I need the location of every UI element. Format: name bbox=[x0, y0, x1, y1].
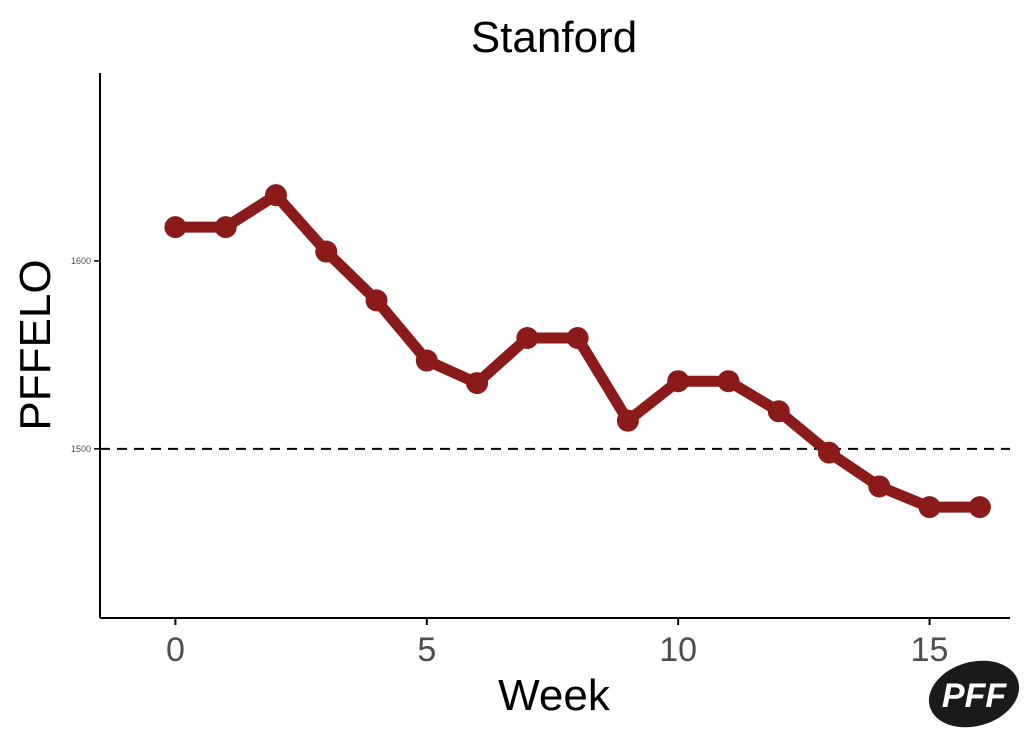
data-point bbox=[164, 216, 187, 239]
data-point bbox=[315, 240, 338, 263]
data-point bbox=[918, 496, 941, 519]
data-point bbox=[516, 326, 539, 349]
x-tick-label: 15 bbox=[911, 631, 949, 669]
data-point bbox=[868, 475, 891, 498]
y-tick-label: 1600 bbox=[71, 256, 91, 266]
data-point bbox=[767, 400, 790, 423]
y-tick-label: 1500 bbox=[71, 444, 91, 454]
pff-logo-icon: PFF bbox=[928, 660, 1020, 728]
data-point bbox=[717, 370, 740, 393]
data-point bbox=[818, 441, 841, 464]
x-tick-label: 10 bbox=[659, 631, 697, 669]
x-axis-title: Week bbox=[498, 671, 611, 720]
data-point bbox=[264, 184, 287, 207]
pff-logo-text: PFF bbox=[942, 677, 1007, 715]
series-line bbox=[169, 189, 986, 513]
x-tick-label: 0 bbox=[166, 631, 185, 669]
series-group bbox=[164, 184, 991, 519]
data-point bbox=[365, 289, 388, 312]
pff-logo-shape bbox=[928, 660, 1020, 728]
y-axis-title: PFFELO bbox=[11, 259, 60, 430]
data-point bbox=[214, 216, 237, 239]
data-point bbox=[566, 326, 589, 349]
data-point bbox=[616, 409, 639, 432]
plot-area: 0 5 10 15 1500 1600 bbox=[71, 73, 1010, 669]
data-point bbox=[466, 372, 489, 395]
y-axis-ticks: 1500 1600 bbox=[71, 256, 100, 454]
x-tick-label: 5 bbox=[417, 631, 436, 669]
data-point bbox=[968, 496, 991, 519]
data-point bbox=[667, 370, 690, 393]
chart-title: Stanford bbox=[471, 13, 637, 62]
data-point bbox=[415, 349, 438, 372]
x-axis-ticks: 0 5 10 15 bbox=[166, 618, 949, 669]
